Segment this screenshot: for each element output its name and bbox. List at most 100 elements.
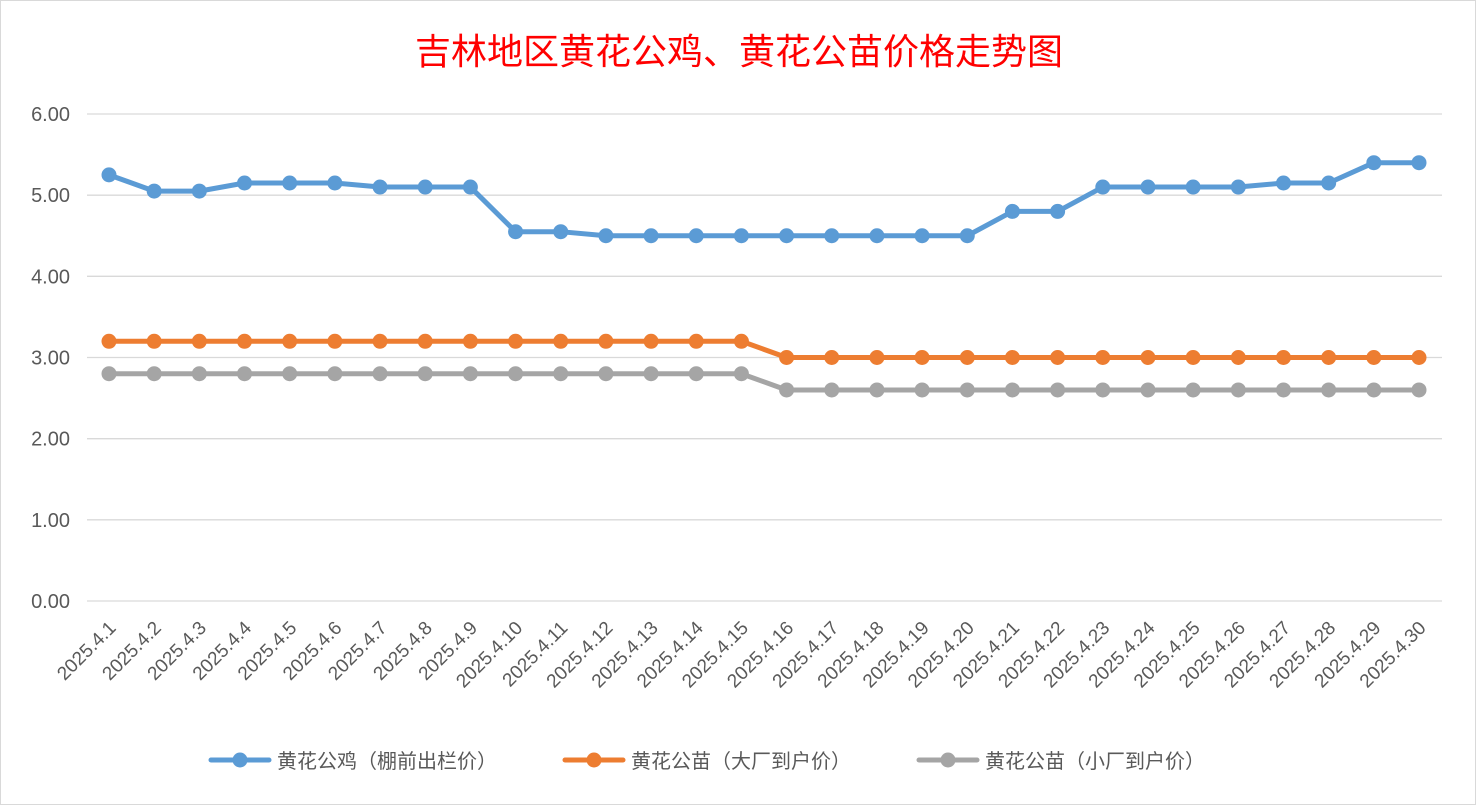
data-point bbox=[101, 333, 117, 349]
x-axis-ticks: 2025.4.12025.4.22025.4.32025.4.42025.4.5… bbox=[53, 617, 1430, 692]
data-point bbox=[1140, 350, 1156, 365]
chart-title: 吉林地区黄花公鸡、黄花公苗价格走势图 bbox=[415, 32, 1063, 73]
data-point bbox=[1366, 382, 1382, 398]
data-point bbox=[1004, 203, 1020, 219]
data-point bbox=[1321, 175, 1337, 191]
data-point bbox=[417, 333, 433, 349]
data-point bbox=[462, 366, 478, 382]
data-point bbox=[1321, 350, 1337, 365]
data-point bbox=[417, 179, 433, 195]
data-point bbox=[733, 366, 749, 382]
legend: 黄花公鸡（棚前出栏价） 黄花公苗（大厂到户价） 黄花公苗（小厂到户价） bbox=[208, 749, 1205, 773]
data-point bbox=[1366, 155, 1382, 171]
series-1 bbox=[101, 155, 1427, 244]
data-point bbox=[914, 228, 930, 244]
data-point bbox=[1050, 350, 1066, 365]
data-point bbox=[824, 350, 840, 365]
data-point bbox=[643, 228, 659, 244]
series-line bbox=[106, 160, 1422, 239]
y-tick-label: 3.00 bbox=[31, 348, 70, 370]
data-point bbox=[508, 366, 524, 382]
data-point bbox=[779, 382, 795, 398]
data-point bbox=[1050, 203, 1066, 219]
legend-item: 黄花公苗（小厂到户价） bbox=[916, 749, 1205, 773]
data-point bbox=[959, 382, 975, 398]
data-point bbox=[869, 228, 885, 244]
y-tick-label: 1.00 bbox=[31, 510, 70, 532]
data-point bbox=[282, 175, 298, 191]
data-point bbox=[1140, 382, 1156, 398]
data-point bbox=[959, 228, 975, 244]
data-point bbox=[643, 333, 659, 349]
data-point bbox=[462, 333, 478, 349]
data-point bbox=[1140, 179, 1156, 195]
data-point bbox=[191, 333, 207, 349]
data-point bbox=[869, 350, 885, 365]
data-point bbox=[372, 179, 388, 195]
data-point bbox=[191, 183, 207, 199]
data-point bbox=[191, 366, 207, 382]
data-point bbox=[101, 167, 117, 183]
data-point bbox=[372, 366, 388, 382]
data-point bbox=[598, 333, 614, 349]
data-point bbox=[1230, 179, 1246, 195]
data-point bbox=[688, 228, 704, 244]
y-axis-ticks: 0.00 1.00 2.00 3.00 4.00 5.00 6.00 bbox=[31, 104, 70, 613]
data-point bbox=[1230, 382, 1246, 398]
data-point bbox=[1004, 350, 1020, 365]
data-point bbox=[1411, 155, 1427, 171]
data-point bbox=[779, 228, 795, 244]
data-point bbox=[553, 366, 569, 382]
data-point bbox=[1275, 175, 1291, 191]
legend-label: 黄花公鸡（棚前出栏价） bbox=[277, 749, 497, 773]
data-point bbox=[1275, 382, 1291, 398]
data-point bbox=[688, 333, 704, 349]
data-point bbox=[327, 333, 343, 349]
data-point bbox=[237, 366, 253, 382]
data-point bbox=[327, 175, 343, 191]
data-point bbox=[372, 333, 388, 349]
data-point bbox=[508, 333, 524, 349]
data-point bbox=[508, 224, 524, 240]
data-point bbox=[553, 333, 569, 349]
data-point bbox=[1230, 350, 1246, 365]
data-point bbox=[779, 350, 795, 365]
data-point bbox=[1185, 179, 1201, 195]
data-point bbox=[1095, 350, 1111, 365]
y-tick-label: 4.00 bbox=[31, 266, 70, 288]
data-point bbox=[553, 224, 569, 240]
data-point bbox=[1411, 350, 1427, 365]
y-tick-label: 2.00 bbox=[31, 429, 70, 451]
data-point bbox=[1185, 350, 1201, 365]
legend-swatch-marker bbox=[232, 752, 248, 768]
legend-item: 黄花公苗（大厂到户价） bbox=[562, 749, 851, 773]
data-point bbox=[101, 366, 117, 382]
y-tick-label: 5.00 bbox=[31, 185, 70, 207]
data-point bbox=[914, 350, 930, 365]
data-point bbox=[1095, 179, 1111, 195]
data-point bbox=[146, 183, 162, 199]
legend-label: 黄花公苗（大厂到户价） bbox=[631, 749, 851, 773]
data-point bbox=[824, 382, 840, 398]
data-point bbox=[733, 228, 749, 244]
data-point bbox=[417, 366, 433, 382]
legend-swatch-marker bbox=[940, 752, 956, 768]
data-point bbox=[1366, 350, 1382, 365]
data-point bbox=[146, 366, 162, 382]
data-point bbox=[282, 366, 298, 382]
data-point bbox=[1185, 382, 1201, 398]
data-point bbox=[688, 366, 704, 382]
legend-item: 黄花公鸡（棚前出栏价） bbox=[208, 749, 497, 773]
series-3 bbox=[101, 366, 1427, 398]
data-point bbox=[1050, 382, 1066, 398]
data-point bbox=[869, 382, 885, 398]
gridlines bbox=[87, 113, 1442, 602]
y-tick-label: 6.00 bbox=[31, 104, 70, 126]
data-point bbox=[914, 382, 930, 398]
data-point bbox=[1321, 382, 1337, 398]
legend-label: 黄花公苗（小厂到户价） bbox=[985, 749, 1205, 773]
data-point bbox=[462, 179, 478, 195]
series-2 bbox=[101, 333, 1427, 365]
